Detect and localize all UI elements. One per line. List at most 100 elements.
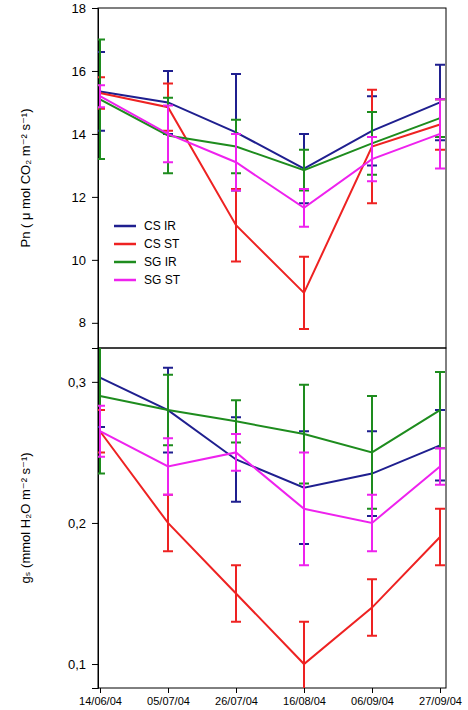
legend-swatch	[114, 279, 136, 282]
error-bar	[367, 137, 377, 181]
series-line	[100, 431, 440, 664]
y-tick: 0,2	[68, 516, 98, 531]
series-line	[100, 99, 440, 170]
x-tick-label: 27/09/04	[419, 695, 462, 707]
y-tick: 14	[72, 127, 98, 142]
y-tick-label: 12	[72, 190, 86, 205]
series-line	[100, 431, 440, 523]
error-bar	[163, 375, 173, 446]
error-bar	[231, 74, 241, 190]
y-tick-mark	[92, 323, 98, 324]
x-tick: 05/07/04	[147, 688, 190, 707]
legend: CS IR CS ST SG IR SG ST	[114, 219, 181, 287]
error-bar	[367, 90, 377, 203]
x-tick-mark	[100, 688, 101, 693]
y-tick: 0,1	[68, 657, 98, 672]
legend-swatch	[114, 225, 136, 228]
y-tick: 16	[72, 64, 98, 79]
plot-area	[98, 348, 445, 688]
error-bar	[367, 396, 377, 509]
error-bar	[299, 452, 309, 565]
y-tick: 8	[79, 315, 98, 330]
y-axis: 8 10 12 14 16 18	[72, 1, 99, 349]
error-bar	[98, 85, 105, 107]
panel: 81012141618Pn ( μ mol CO₂ m⁻² s⁻¹)CS IRC…	[18, 1, 446, 349]
error-bar	[231, 434, 241, 471]
error-bar	[367, 495, 377, 551]
y-tick-mark	[92, 260, 98, 261]
error-bar	[435, 99, 445, 168]
error-bar	[299, 189, 309, 227]
y-tick: 12	[72, 190, 98, 205]
error-bar	[231, 134, 241, 191]
x-axis: 14/06/04 05/07/04 26/07/04 16/08/04 06/09/04…	[79, 688, 462, 707]
y-tick-label: 0,1	[68, 657, 86, 672]
legend-label: CS IR	[144, 219, 176, 233]
plot-frame	[98, 8, 446, 348]
plot-area	[98, 39, 445, 329]
y-tick-label: 16	[72, 64, 86, 79]
x-tick-mark	[236, 688, 237, 693]
error-bar	[367, 579, 377, 635]
panel: 0,1 0,2 0,3 14/06/04 05/07/04 26/07/04 16/08/0…	[18, 318, 462, 706]
y-axis-line	[92, 349, 99, 689]
error-bar	[435, 372, 445, 448]
error-bar	[231, 565, 241, 621]
y-axis-title: gₛ (mmol H₂O m⁻² s⁻¹)	[18, 452, 33, 583]
error-bar	[299, 257, 309, 329]
x-tick: 06/09/04	[351, 688, 394, 707]
x-tick-mark	[440, 688, 441, 693]
y-tick: 10	[72, 253, 98, 268]
x-tick-label: 05/07/04	[147, 695, 190, 707]
legend-swatch	[114, 261, 136, 264]
y-tick-mark	[92, 664, 98, 665]
x-tick: 14/06/04	[79, 688, 122, 707]
x-tick-label: 16/08/04	[283, 695, 326, 707]
x-tick: 26/07/04	[215, 688, 258, 707]
y-axis-title: Pn ( μ mol CO₂ m⁻² s⁻¹)	[18, 109, 33, 248]
y-tick-mark	[92, 382, 98, 383]
y-tick-mark	[92, 134, 98, 135]
error-bar	[163, 106, 173, 163]
x-tick-label: 14/06/04	[79, 695, 122, 707]
x-tick-mark	[372, 688, 373, 693]
legend-label: CS ST	[144, 237, 180, 251]
y-tick-mark	[92, 197, 98, 198]
y-tick-label: 8	[79, 315, 86, 330]
y-tick-mark	[92, 71, 98, 72]
y-tick: 0,3	[68, 375, 98, 390]
series-line	[100, 378, 440, 488]
legend-swatch	[114, 243, 136, 246]
error-bar	[299, 150, 309, 191]
series-line	[100, 396, 440, 452]
x-tick-label: 26/07/04	[215, 695, 258, 707]
y-tick-label: 10	[72, 253, 86, 268]
y-axis-line	[92, 9, 99, 349]
series-line	[100, 93, 440, 293]
y-tick-mark	[92, 8, 98, 9]
legend-label: SG IR	[144, 255, 177, 269]
y-tick-label: 18	[72, 1, 86, 16]
error-bar	[163, 495, 173, 551]
error-bar	[98, 406, 105, 457]
error-bar	[98, 348, 105, 474]
y-tick-label: 0,2	[68, 516, 86, 531]
series-line	[100, 96, 440, 208]
x-tick-label: 06/09/04	[351, 695, 394, 707]
plot-frame	[98, 348, 446, 688]
error-bar	[163, 438, 173, 494]
x-tick: 27/09/04	[419, 688, 462, 707]
x-tick-mark	[168, 688, 169, 693]
error-bar	[435, 448, 445, 485]
y-tick-label: 0,3	[68, 375, 86, 390]
y-tick-mark	[92, 523, 98, 524]
y-axis: 0,1 0,2 0,3	[68, 349, 99, 689]
x-tick-mark	[304, 688, 305, 693]
error-bar	[435, 509, 445, 565]
x-tick: 16/08/04	[283, 688, 326, 707]
y-tick: 18	[72, 1, 98, 16]
error-bar	[299, 622, 309, 688]
chart-root: 81012141618Pn ( μ mol CO₂ m⁻² s⁻¹)CS IRC…	[0, 0, 468, 710]
legend-label: SG ST	[144, 273, 181, 287]
error-bar	[231, 189, 241, 261]
